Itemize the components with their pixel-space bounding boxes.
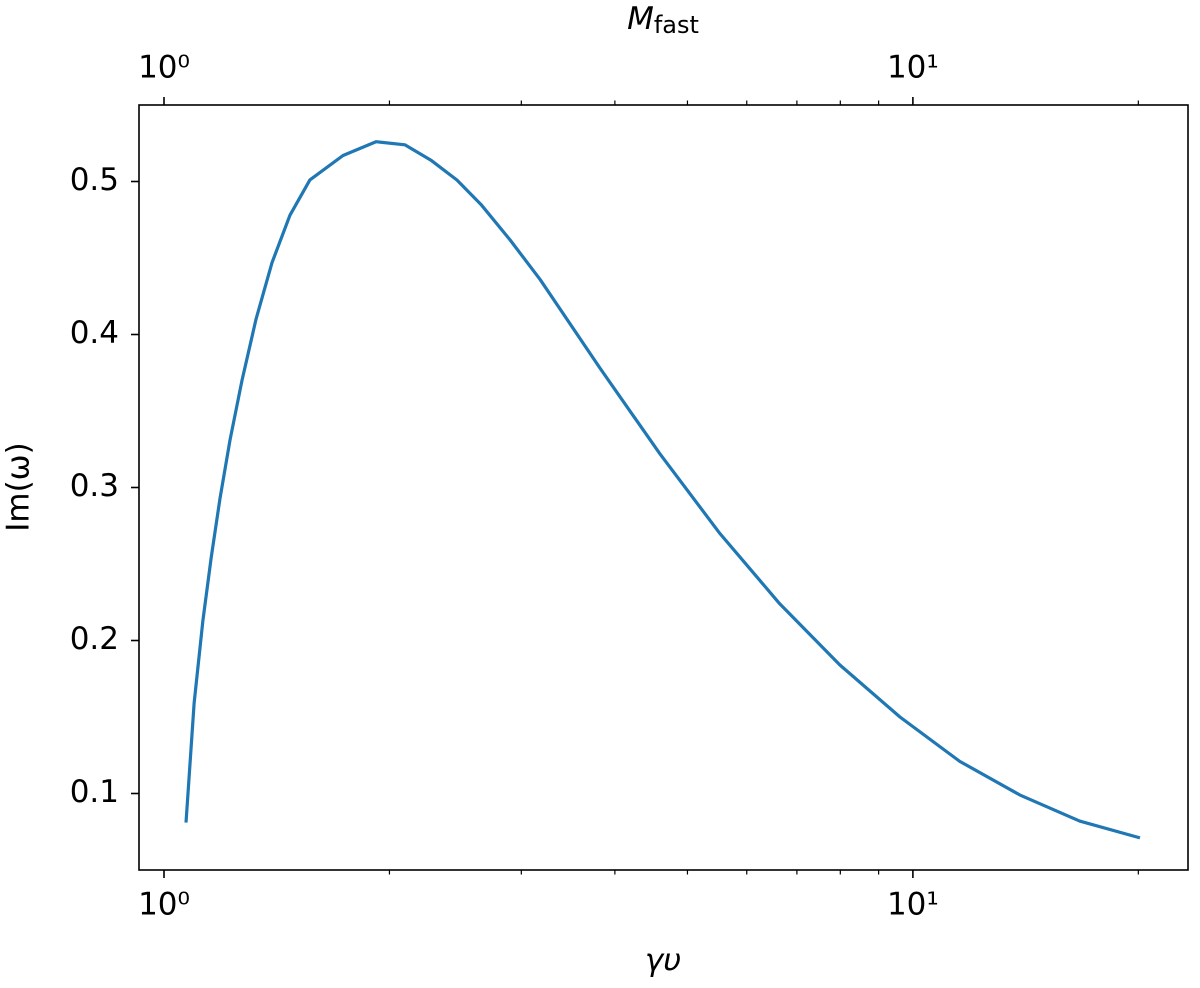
top-tick-label: 10⁰	[138, 50, 190, 86]
y-tick-label: 0.4	[70, 315, 119, 351]
x-axis-label: γυ	[645, 943, 681, 979]
y-tick-label: 0.3	[70, 468, 119, 504]
top-axis-label: Mfast	[627, 1, 699, 40]
y-tick-label: 0.2	[70, 621, 119, 657]
top-tick-label: 10¹	[887, 50, 939, 86]
y-axis-label: Im(ω)	[1, 442, 37, 532]
y-tick-label: 0.5	[70, 162, 119, 198]
plot-frame	[138, 104, 1189, 871]
x-tick-label: 10⁰	[138, 887, 190, 923]
top-axis-label-base: M	[627, 1, 654, 37]
data-line	[184, 140, 1141, 840]
y-tick-label: 0.1	[70, 774, 119, 810]
top-axis-label-sub: fast	[654, 11, 699, 39]
x-tick-label: 10¹	[887, 887, 939, 923]
